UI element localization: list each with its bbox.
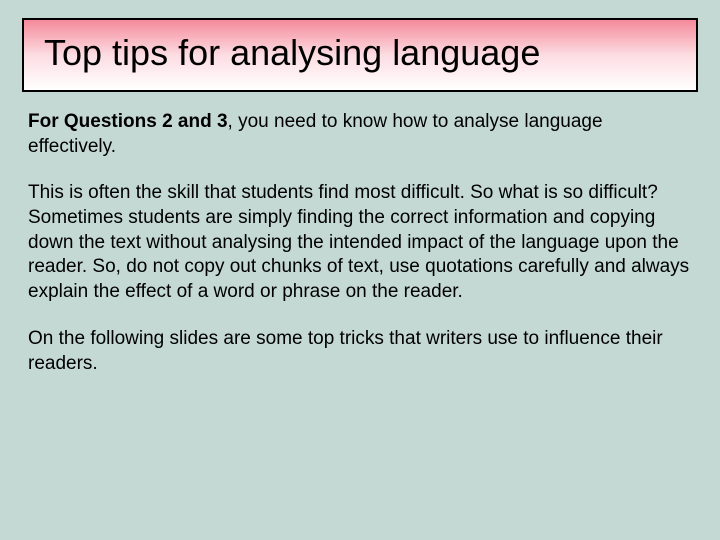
title-box: Top tips for analysing language (22, 18, 698, 92)
paragraph-1-bold: For Questions 2 and 3 (28, 111, 228, 132)
paragraph-2: This is often the skill that students fi… (28, 181, 692, 304)
slide-title: Top tips for analysing language (44, 32, 676, 74)
slide-body: For Questions 2 and 3, you need to know … (22, 110, 698, 522)
slide-container: Top tips for analysing language For Ques… (0, 0, 720, 540)
paragraph-1: For Questions 2 and 3, you need to know … (28, 110, 692, 159)
paragraph-3: On the following slides are some top tri… (28, 327, 692, 376)
